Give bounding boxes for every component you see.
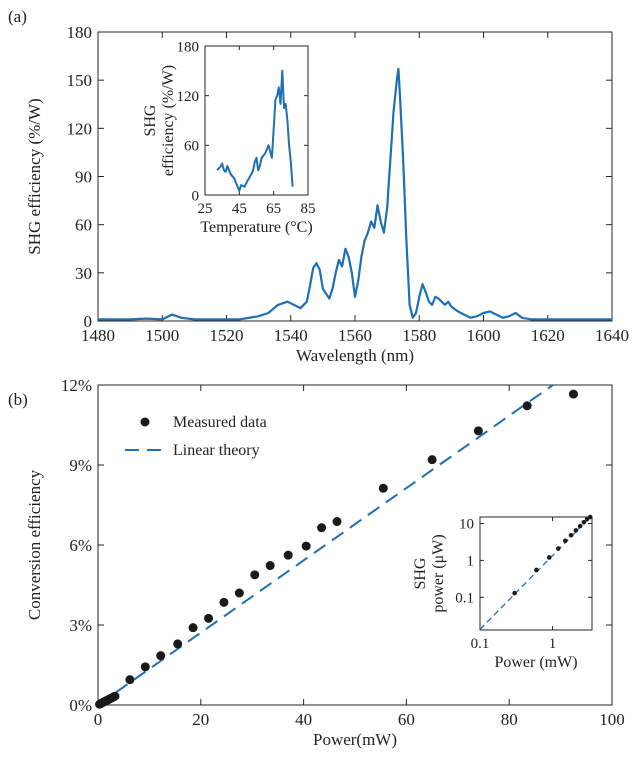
chart-a-wavelength: 1480 1500 1520 1540 1560 1580 1600 1620 16400306… <box>25 23 629 365</box>
inset-data-point <box>546 555 552 560</box>
data-point-measured <box>156 651 166 661</box>
data-point-measured <box>473 426 483 436</box>
plot-frame <box>479 516 593 631</box>
y-tick-label: 60 <box>75 216 92 235</box>
data-point-measured <box>219 597 229 607</box>
x-tick-label: 1600 <box>467 326 501 345</box>
y-tick-label: 12% <box>61 376 92 395</box>
x-tick-label: 1580 <box>402 326 436 345</box>
x-tick-label: 65 <box>266 201 281 217</box>
x-axis-label: Power (mW) <box>494 654 577 671</box>
x-tick-label: 1620 <box>531 326 565 345</box>
x-axis-label: Power(mW) <box>313 730 397 749</box>
data-point-measured <box>283 550 293 560</box>
y-tick-label: 0 <box>192 188 200 204</box>
x-tick-label: 25 <box>198 201 213 217</box>
y-tick-label: 10 <box>459 517 474 533</box>
data-point-measured <box>317 523 327 533</box>
data-point-measured <box>332 517 342 527</box>
inset-data-point <box>534 567 539 573</box>
x-tick-label: 0.1 <box>471 636 490 652</box>
y-axis-label: power (μW) <box>430 534 447 612</box>
data-point-measured <box>110 691 120 701</box>
x-tick-label: 100 <box>599 710 625 729</box>
inset-data-point <box>555 546 561 551</box>
data-point-measured <box>125 675 135 685</box>
y-axis-label: SHG efficiency (%/W) <box>25 98 44 254</box>
x-tick-label: 1520 <box>210 326 244 345</box>
x-tick-label: 1640 <box>595 326 629 345</box>
x-tick-label: 80 <box>501 710 518 729</box>
data-point-measured <box>568 389 578 399</box>
data-point-measured <box>188 623 198 633</box>
y-tick-label: 0% <box>69 696 92 715</box>
y-tick-label: 0 <box>84 312 93 331</box>
y-tick-label: 3% <box>69 616 92 635</box>
data-point-measured <box>378 483 388 493</box>
data-point-measured <box>427 455 437 465</box>
inset-data-point <box>563 538 568 544</box>
plot-frame <box>204 45 309 196</box>
panel-label-a: (a) <box>8 7 27 26</box>
data-point-measured <box>301 541 311 551</box>
y-tick-label: 90 <box>75 167 92 186</box>
y-tick-label: 180 <box>67 23 93 42</box>
y-tick-label: 150 <box>67 71 93 90</box>
inset-line-linear-theory <box>479 515 593 630</box>
x-tick-label: 45 <box>232 201 247 217</box>
y-tick-label: 0.1 <box>455 591 474 607</box>
data-point-measured <box>173 639 183 649</box>
y-tick-label: 120 <box>67 119 93 138</box>
y-tick-label: 6% <box>69 536 92 555</box>
data-point-measured <box>265 561 275 571</box>
x-axis-label: Temperature (°C) <box>200 219 312 236</box>
x-tick-label: 1540 <box>274 326 308 345</box>
data-point-measured <box>522 401 532 411</box>
y-tick-label: 60 <box>184 139 199 155</box>
x-axis-label: Wavelength (nm) <box>296 346 414 365</box>
chart-b-inset-shg-power: 0.1 1 0.1 1 10 Power (mW) SHG power (μW) <box>412 514 593 671</box>
inset-data-point <box>573 528 579 533</box>
data-point-measured <box>140 662 150 672</box>
x-tick-label: 85 <box>301 201 316 217</box>
inset-data-point <box>512 590 517 596</box>
series-line-temperature <box>216 69 294 192</box>
inset-data-point <box>568 532 574 538</box>
legend-marker-measured <box>140 417 150 427</box>
x-tick-label: 1560 <box>338 326 372 345</box>
inset-data-point <box>587 514 593 520</box>
y-axis-label: SHG <box>412 557 429 589</box>
y-tick-label: 9% <box>69 456 92 475</box>
data-point-measured <box>234 588 244 598</box>
inset-data-point <box>581 519 587 525</box>
y-axis-label: SHG <box>142 104 159 136</box>
chart-b-conversion: 0 20 40 60 80 100 0% 3% 6% 9% 12% Power(mW) Conversi… <box>25 376 625 749</box>
series-line-linear-theory <box>97 384 554 706</box>
chart-a-inset-temperature: 25 45 65 85 0 60 120 180 Temperature (°C) SHG effi… <box>142 39 316 236</box>
y-tick-label: 120 <box>177 89 200 105</box>
x-tick-label: 1 <box>549 636 557 652</box>
x-tick-label: 1480 <box>81 326 115 345</box>
legend: Measured data Linear theory <box>125 414 267 459</box>
series-line-shg-spectrum <box>98 67 612 321</box>
inset-data-point <box>577 523 583 529</box>
legend-label-measured: Measured data <box>173 414 267 431</box>
x-tick-label: 60 <box>398 710 415 729</box>
y-axis-label: Conversion efficiency <box>25 469 44 620</box>
y-axis-label: efficiency (%/W) <box>160 65 177 176</box>
data-point-measured <box>250 570 260 580</box>
x-tick-label: 20 <box>192 710 209 729</box>
panel-label-b: (b) <box>8 390 28 409</box>
x-tick-label: 1500 <box>145 326 179 345</box>
y-tick-label: 30 <box>75 264 92 283</box>
x-tick-label: 40 <box>295 710 312 729</box>
legend-label-linear: Linear theory <box>173 442 260 459</box>
x-tick-label: 0 <box>94 710 103 729</box>
y-tick-label: 1 <box>467 554 475 570</box>
data-point-measured <box>204 613 214 623</box>
y-tick-label: 180 <box>177 39 200 55</box>
